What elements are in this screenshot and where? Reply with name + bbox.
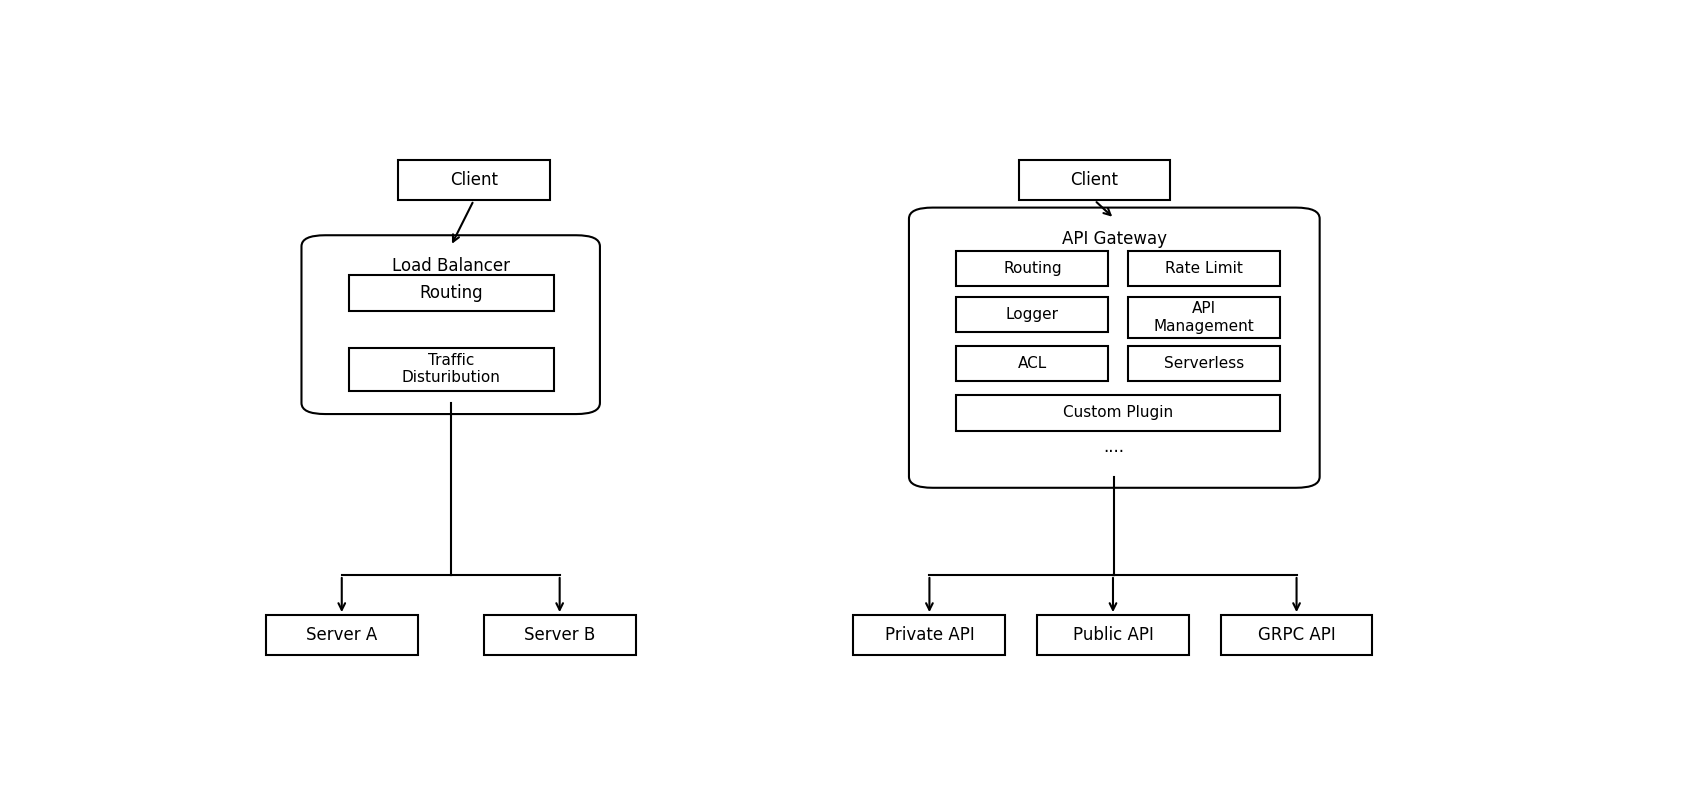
Text: Routing: Routing xyxy=(1004,261,1062,276)
FancyBboxPatch shape xyxy=(349,275,554,310)
FancyBboxPatch shape xyxy=(956,346,1108,381)
FancyBboxPatch shape xyxy=(908,207,1319,488)
Text: ....: .... xyxy=(1102,438,1125,456)
Text: Load Balancer: Load Balancer xyxy=(392,258,509,275)
Text: GRPC API: GRPC API xyxy=(1258,626,1336,644)
Text: Client: Client xyxy=(1070,172,1118,189)
FancyBboxPatch shape xyxy=(266,615,417,655)
FancyBboxPatch shape xyxy=(484,615,636,655)
Text: Client: Client xyxy=(450,172,498,189)
FancyBboxPatch shape xyxy=(1128,346,1280,381)
FancyBboxPatch shape xyxy=(1038,615,1189,655)
FancyBboxPatch shape xyxy=(1128,251,1280,286)
Text: Serverless: Serverless xyxy=(1164,356,1244,371)
FancyBboxPatch shape xyxy=(1220,615,1372,655)
FancyBboxPatch shape xyxy=(399,160,550,200)
FancyBboxPatch shape xyxy=(302,235,600,414)
FancyBboxPatch shape xyxy=(1019,160,1171,200)
Text: API
Management: API Management xyxy=(1154,302,1254,334)
FancyBboxPatch shape xyxy=(956,395,1280,431)
Text: API Gateway: API Gateway xyxy=(1062,230,1167,247)
Text: Routing: Routing xyxy=(419,284,484,302)
FancyBboxPatch shape xyxy=(1128,297,1280,338)
Text: Custom Plugin: Custom Plugin xyxy=(1063,405,1174,421)
Text: ACL: ACL xyxy=(1017,356,1046,371)
Text: Private API: Private API xyxy=(884,626,975,644)
FancyBboxPatch shape xyxy=(349,348,554,391)
Text: Traffic
Disturibution: Traffic Disturibution xyxy=(402,353,501,385)
Text: Server B: Server B xyxy=(525,626,595,644)
FancyBboxPatch shape xyxy=(956,297,1108,332)
Text: Rate Limit: Rate Limit xyxy=(1166,261,1242,276)
FancyBboxPatch shape xyxy=(956,251,1108,286)
Text: Public API: Public API xyxy=(1072,626,1154,644)
FancyBboxPatch shape xyxy=(854,615,1005,655)
Text: Logger: Logger xyxy=(1005,307,1058,322)
Text: Server A: Server A xyxy=(307,626,377,644)
